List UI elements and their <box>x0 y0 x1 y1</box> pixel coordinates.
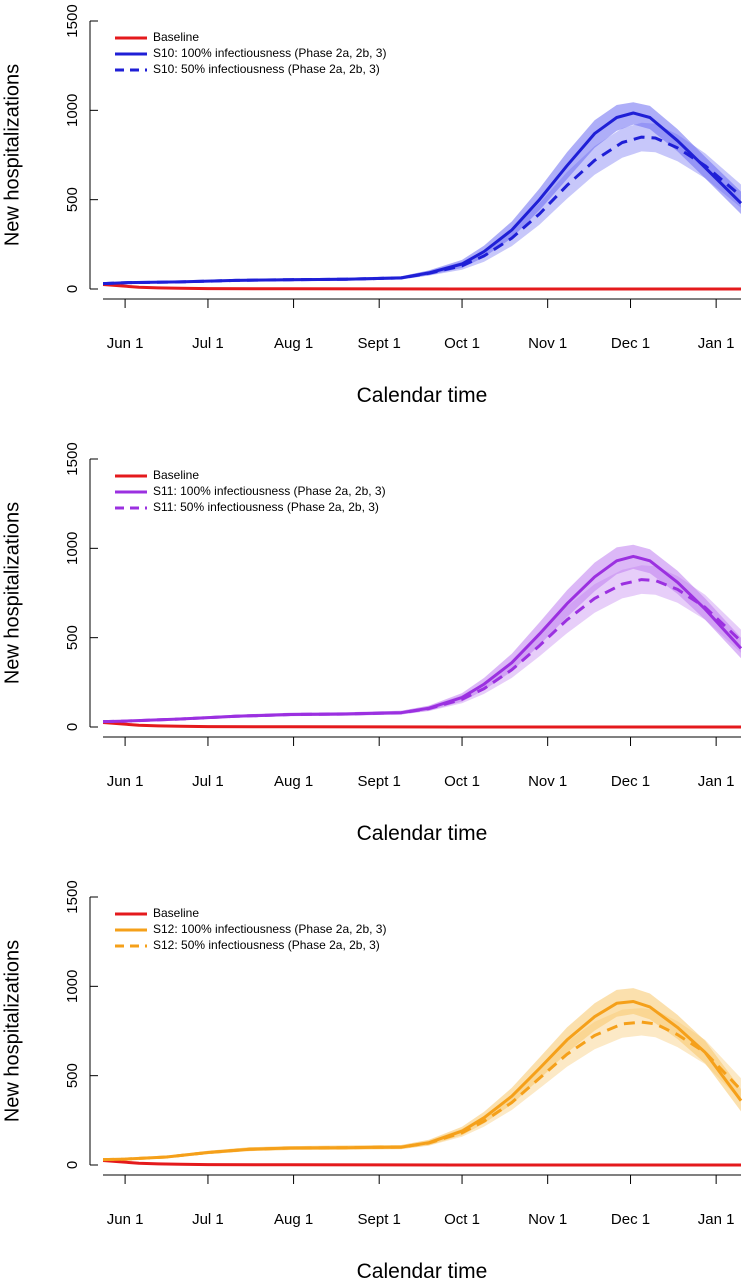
x-tick-label: Oct 1 <box>444 1211 480 1228</box>
y-axis-title: New hospitalizations <box>1 502 23 684</box>
uncertainty-band-series-2 <box>103 1008 741 1161</box>
x-tick-label: Jun 1 <box>107 1211 144 1228</box>
legend: Baseline S11: 100% infectiousness (Phase … <box>115 468 386 514</box>
x-tick-label: Aug 1 <box>274 335 313 352</box>
y-tick-label: 1000 <box>64 970 81 1003</box>
legend-label: S11: 50% infectiousness (Phase 2a, 2b, 3… <box>153 500 379 514</box>
series-line-1 <box>103 111 743 286</box>
x-tick-label: Nov 1 <box>528 773 567 790</box>
x-tick-label: Jan 1 <box>698 335 735 352</box>
x-tick-label: Nov 1 <box>528 1211 567 1228</box>
x-tick-label: Jan 1 <box>698 773 735 790</box>
x-tick-label: Jun 1 <box>107 773 144 790</box>
y-tick-label: 1500 <box>64 442 81 475</box>
x-tick-label: Dec 1 <box>611 335 650 352</box>
x-tick-label: Jul 1 <box>192 773 224 790</box>
x-axis-title: Calendar time <box>357 822 488 845</box>
baseline-line <box>103 721 741 729</box>
y-axis-title: New hospitalizations <box>1 64 23 246</box>
x-tick-label: Sept 1 <box>358 773 401 790</box>
x-tick-label: Oct 1 <box>444 773 480 790</box>
series-line-2 <box>103 135 742 286</box>
baseline-line <box>103 283 741 291</box>
y-axis-title: New hospitalizations <box>1 940 23 1122</box>
uncertainty-band-series-1 <box>103 544 741 723</box>
series-line-2 <box>103 578 743 724</box>
x-tick-label: Nov 1 <box>528 335 567 352</box>
series-line-2 <box>103 1020 743 1162</box>
legend-label: S12: 100% infectiousness (Phase 2a, 2b, … <box>153 922 386 936</box>
legend-label: S11: 100% infectiousness (Phase 2a, 2b, … <box>153 484 386 498</box>
legend-label: S10: 50% infectiousness (Phase 2a, 2b, 3… <box>153 62 380 76</box>
series-line-1 <box>103 554 743 724</box>
y-tick-label: 0 <box>64 723 81 731</box>
uncertainty-band-series-2 <box>103 565 741 723</box>
x-tick-label: Dec 1 <box>611 773 650 790</box>
x-tick-label: Jun 1 <box>107 335 144 352</box>
x-tick-label: Jan 1 <box>698 1211 735 1228</box>
chart-panel-3: 0 500 1000 1500 New hospitalizations Jun 1 Jul… <box>1 880 743 1280</box>
legend-label: S10: 100% infectiousness (Phase 2a, 2b, … <box>153 46 386 60</box>
x-tick-label: Oct 1 <box>444 335 480 352</box>
legend-label: S12: 50% infectiousness (Phase 2a, 2b, 3… <box>153 938 380 952</box>
legend: Baseline S12: 100% infectiousness (Phase … <box>115 906 386 952</box>
legend-label: Baseline <box>153 906 199 920</box>
uncertainty-band-series-1 <box>103 988 741 1161</box>
y-tick-label: 1500 <box>64 880 81 913</box>
chart-panel-2: 0 500 1000 1500 New hospitalizations Jun 1 Jul… <box>1 442 743 845</box>
uncertainty-band-series-2 <box>103 122 741 285</box>
x-tick-label: Dec 1 <box>611 1211 650 1228</box>
x-tick-label: Aug 1 <box>274 773 313 790</box>
plot-area <box>103 102 743 291</box>
baseline-line <box>103 1159 741 1167</box>
chart-panel-1: 0 500 1000 1500 New hospitalizations Jun 1 Jul… <box>1 4 743 407</box>
x-tick-label: Jul 1 <box>192 1211 224 1228</box>
y-tick-label: 1500 <box>64 4 81 37</box>
x-tick-label: Aug 1 <box>274 1211 313 1228</box>
y-tick-label: 500 <box>64 625 81 650</box>
legend: Baseline S10: 100% infectiousness (Phase … <box>115 30 386 76</box>
plot-area <box>103 988 743 1167</box>
x-tick-label: Sept 1 <box>358 1211 401 1228</box>
y-tick-label: 1000 <box>64 532 81 565</box>
x-axis-title: Calendar time <box>357 1260 488 1280</box>
y-tick-label: 500 <box>64 1063 81 1088</box>
series-line-1 <box>103 1000 743 1162</box>
y-tick-label: 0 <box>64 1161 81 1169</box>
x-tick-label: Jul 1 <box>192 335 224 352</box>
y-tick-label: 500 <box>64 187 81 212</box>
y-tick-label: 0 <box>64 285 81 293</box>
legend-label: Baseline <box>153 468 199 482</box>
x-axis-title: Calendar time <box>357 384 488 407</box>
x-tick-label: Sept 1 <box>358 335 401 352</box>
plot-area <box>103 544 743 729</box>
y-tick-label: 1000 <box>64 94 81 127</box>
legend-label: Baseline <box>153 30 199 44</box>
